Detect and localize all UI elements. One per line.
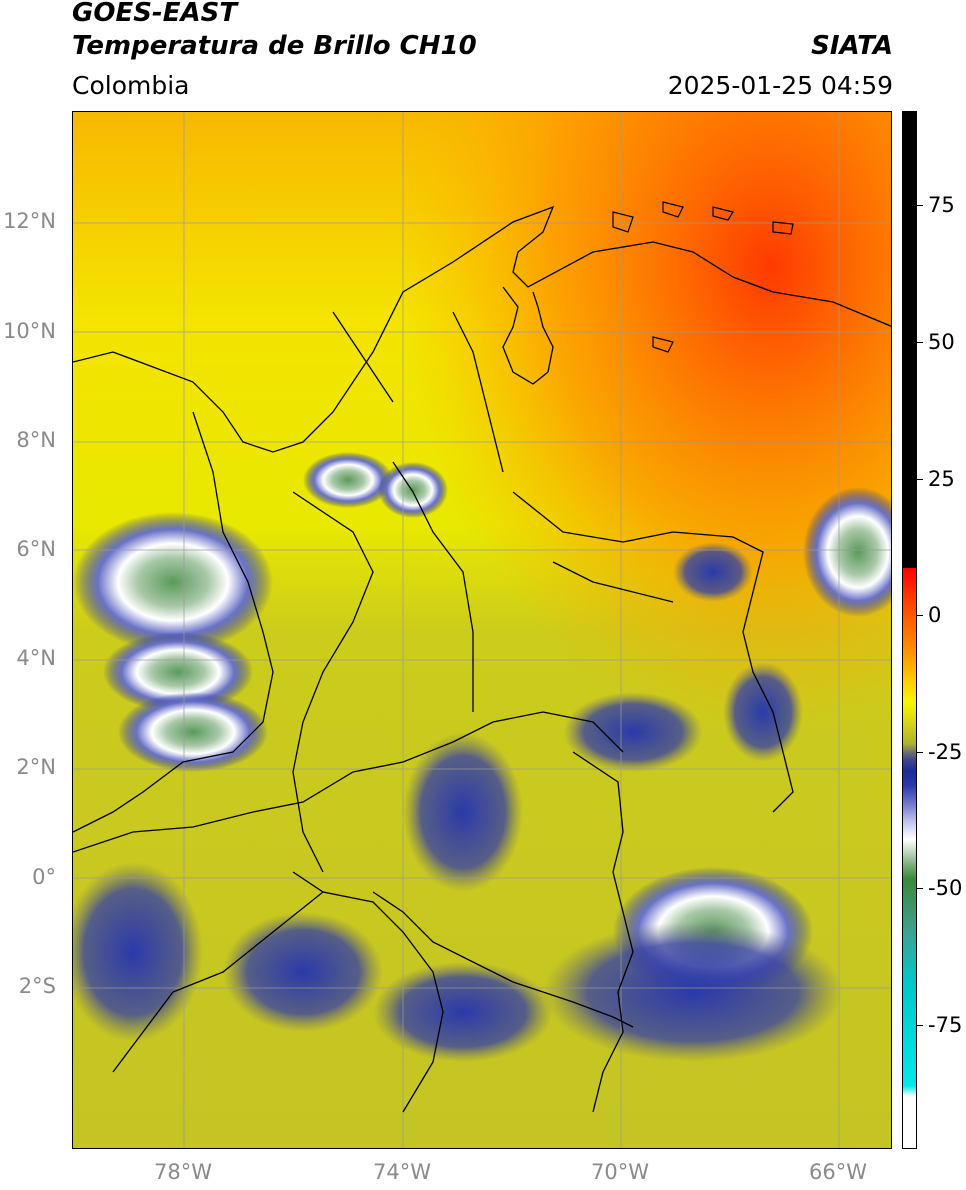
region-label: Colombia [72,71,190,100]
lat-label-8n: 8°N [16,428,56,452]
colorbar-tick [917,205,923,206]
colorbar-label-75: 75 [928,193,955,217]
satellite-map[interactable] [72,111,892,1149]
lon-label-74w: 74°W [373,1160,431,1184]
lon-label-66w: 66°W [809,1160,867,1184]
colorbar-tick [917,479,923,480]
product-title: GOES-EAST [72,0,238,28]
colorbar-label-neg25: -25 [928,740,963,764]
lat-label-2n: 2°N [16,755,56,779]
product-subtitle: Temperatura de Brillo CH10 [72,31,477,61]
colorbar-tick [917,615,923,616]
lat-label-4n: 4°N [16,646,56,670]
lon-label-70w: 70°W [591,1160,649,1184]
colorbar-label-neg50: -50 [928,876,963,900]
colorbar-tick [917,888,923,889]
lat-label-2s: 2°S [18,974,56,998]
lon-label-78w: 78°W [154,1160,212,1184]
lat-label-12n: 12°N [3,209,56,233]
colorbar-label-25: 25 [928,467,955,491]
lat-label-6n: 6°N [16,537,56,561]
colorbar-tick [917,752,923,753]
colorbar-label-neg75: -75 [928,1013,963,1037]
lat-label-0: 0° [32,865,56,889]
colorbar-label-50: 50 [928,330,955,354]
timestamp-label: 2025-01-25 04:59 [667,71,893,100]
colorbar [902,111,917,1149]
organization-label: SIATA [811,31,893,61]
satellite-image [73,112,891,1148]
colorbar-tick [917,342,923,343]
colorbar-tick [917,1025,923,1026]
lat-label-10n: 10°N [3,319,56,343]
colorbar-label-0: 0 [928,603,942,627]
